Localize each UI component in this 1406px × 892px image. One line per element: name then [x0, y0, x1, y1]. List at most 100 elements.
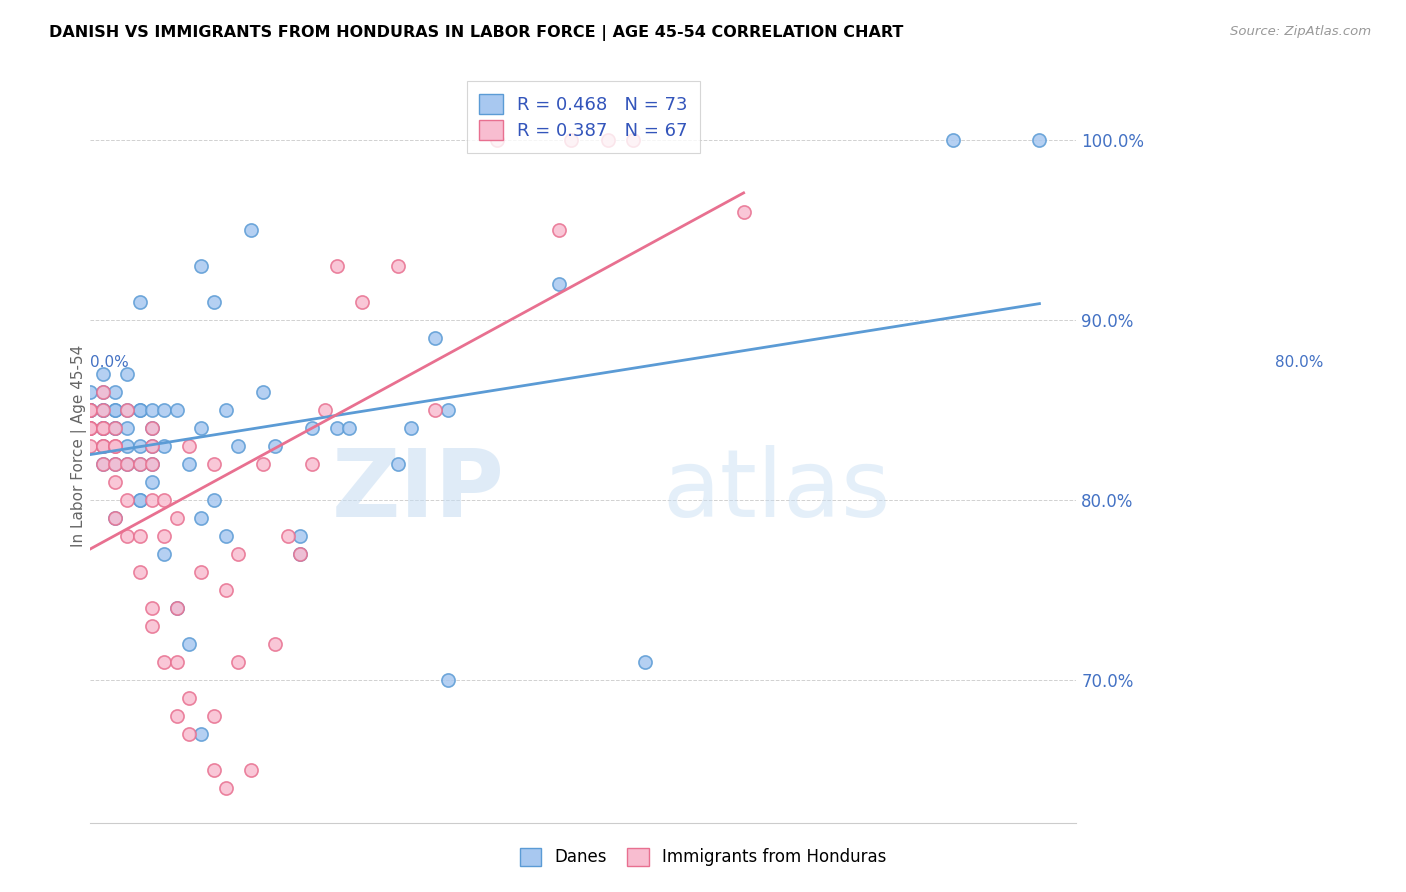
Point	[288, 529, 311, 543]
Point	[215, 582, 238, 597]
Point	[91, 439, 114, 453]
Point	[166, 511, 188, 525]
Point	[288, 547, 311, 561]
Point	[277, 529, 299, 543]
Point	[91, 385, 114, 400]
Point	[141, 403, 163, 417]
Point	[128, 492, 150, 507]
Point	[942, 133, 965, 147]
Point	[153, 439, 176, 453]
Point	[141, 619, 163, 633]
Point	[177, 457, 200, 471]
Point	[91, 403, 114, 417]
Point	[79, 403, 101, 417]
Point	[117, 529, 139, 543]
Point	[104, 457, 127, 471]
Point	[141, 600, 163, 615]
Point	[91, 457, 114, 471]
Point	[117, 457, 139, 471]
Point	[79, 421, 101, 435]
Point	[91, 403, 114, 417]
Point	[79, 439, 101, 453]
Point	[177, 690, 200, 705]
Point	[128, 457, 150, 471]
Point	[215, 780, 238, 795]
Point	[91, 403, 114, 417]
Point	[399, 421, 422, 435]
Point	[79, 403, 101, 417]
Point	[166, 600, 188, 615]
Point	[117, 492, 139, 507]
Point	[190, 565, 212, 579]
Point	[104, 439, 127, 453]
Point	[425, 331, 447, 345]
Point	[288, 547, 311, 561]
Point	[264, 637, 287, 651]
Point	[79, 421, 101, 435]
Point	[387, 259, 409, 273]
Point	[252, 385, 274, 400]
Point	[387, 457, 409, 471]
Point	[128, 295, 150, 310]
Point	[128, 565, 150, 579]
Point	[79, 403, 101, 417]
Point	[326, 259, 349, 273]
Point	[79, 385, 101, 400]
Point	[153, 492, 176, 507]
Point	[226, 655, 249, 669]
Point	[104, 421, 127, 435]
Point	[166, 708, 188, 723]
Point	[350, 295, 373, 310]
Point	[128, 492, 150, 507]
Point	[104, 439, 127, 453]
Point	[239, 223, 262, 237]
Point	[436, 403, 458, 417]
Point	[190, 259, 212, 273]
Point	[128, 457, 150, 471]
Point	[117, 403, 139, 417]
Point	[117, 421, 139, 435]
Legend: R = 0.468   N = 73, R = 0.387   N = 67: R = 0.468 N = 73, R = 0.387 N = 67	[467, 81, 700, 153]
Point	[264, 439, 287, 453]
Point	[202, 295, 225, 310]
Point	[104, 511, 127, 525]
Text: atlas: atlas	[662, 445, 890, 537]
Point	[128, 403, 150, 417]
Point	[190, 421, 212, 435]
Point	[252, 457, 274, 471]
Point	[128, 439, 150, 453]
Point	[177, 439, 200, 453]
Point	[314, 403, 336, 417]
Point	[117, 457, 139, 471]
Point	[153, 655, 176, 669]
Point	[117, 367, 139, 381]
Point	[91, 421, 114, 435]
Point	[79, 403, 101, 417]
Point	[141, 492, 163, 507]
Point	[425, 403, 447, 417]
Point	[166, 655, 188, 669]
Point	[141, 421, 163, 435]
Point	[177, 726, 200, 740]
Legend: Danes, Immigrants from Honduras: Danes, Immigrants from Honduras	[513, 841, 893, 873]
Point	[239, 763, 262, 777]
Point	[202, 763, 225, 777]
Point	[104, 475, 127, 489]
Point	[547, 277, 569, 292]
Point	[202, 708, 225, 723]
Point	[215, 529, 238, 543]
Point	[733, 205, 755, 219]
Text: 80.0%: 80.0%	[1275, 355, 1323, 370]
Point	[128, 403, 150, 417]
Point	[547, 223, 569, 237]
Point	[104, 457, 127, 471]
Point	[141, 457, 163, 471]
Point	[337, 421, 360, 435]
Text: 0.0%: 0.0%	[90, 355, 129, 370]
Point	[153, 529, 176, 543]
Point	[226, 439, 249, 453]
Point	[128, 529, 150, 543]
Point	[560, 133, 582, 147]
Point	[79, 421, 101, 435]
Point	[1028, 133, 1050, 147]
